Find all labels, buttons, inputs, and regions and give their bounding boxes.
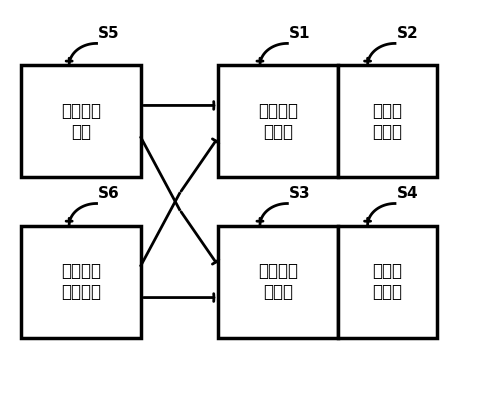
Bar [218, 226, 338, 338]
Text: S2: S2 [397, 26, 418, 41]
Text: 阻抗匹
配网络: 阻抗匹 配网络 [373, 102, 402, 141]
Bar [22, 226, 141, 338]
Text: S3: S3 [289, 186, 311, 201]
Bar [22, 65, 141, 177]
Text: 阻抗匹
配网络: 阻抗匹 配网络 [373, 262, 402, 301]
Bar [338, 226, 437, 338]
Text: 射频谐振
及滤波: 射频谐振 及滤波 [258, 262, 298, 301]
Bar [338, 65, 437, 177]
Text: S1: S1 [289, 26, 311, 41]
Text: S5: S5 [98, 26, 120, 41]
Text: 射频幅值
控制单元: 射频幅值 控制单元 [61, 262, 101, 301]
Text: S6: S6 [98, 186, 120, 201]
Text: 射频谐振
及滤波: 射频谐振 及滤波 [258, 102, 298, 141]
Text: 相位控制
单元: 相位控制 单元 [61, 102, 101, 141]
Bar [218, 65, 338, 177]
Text: S4: S4 [397, 186, 418, 201]
